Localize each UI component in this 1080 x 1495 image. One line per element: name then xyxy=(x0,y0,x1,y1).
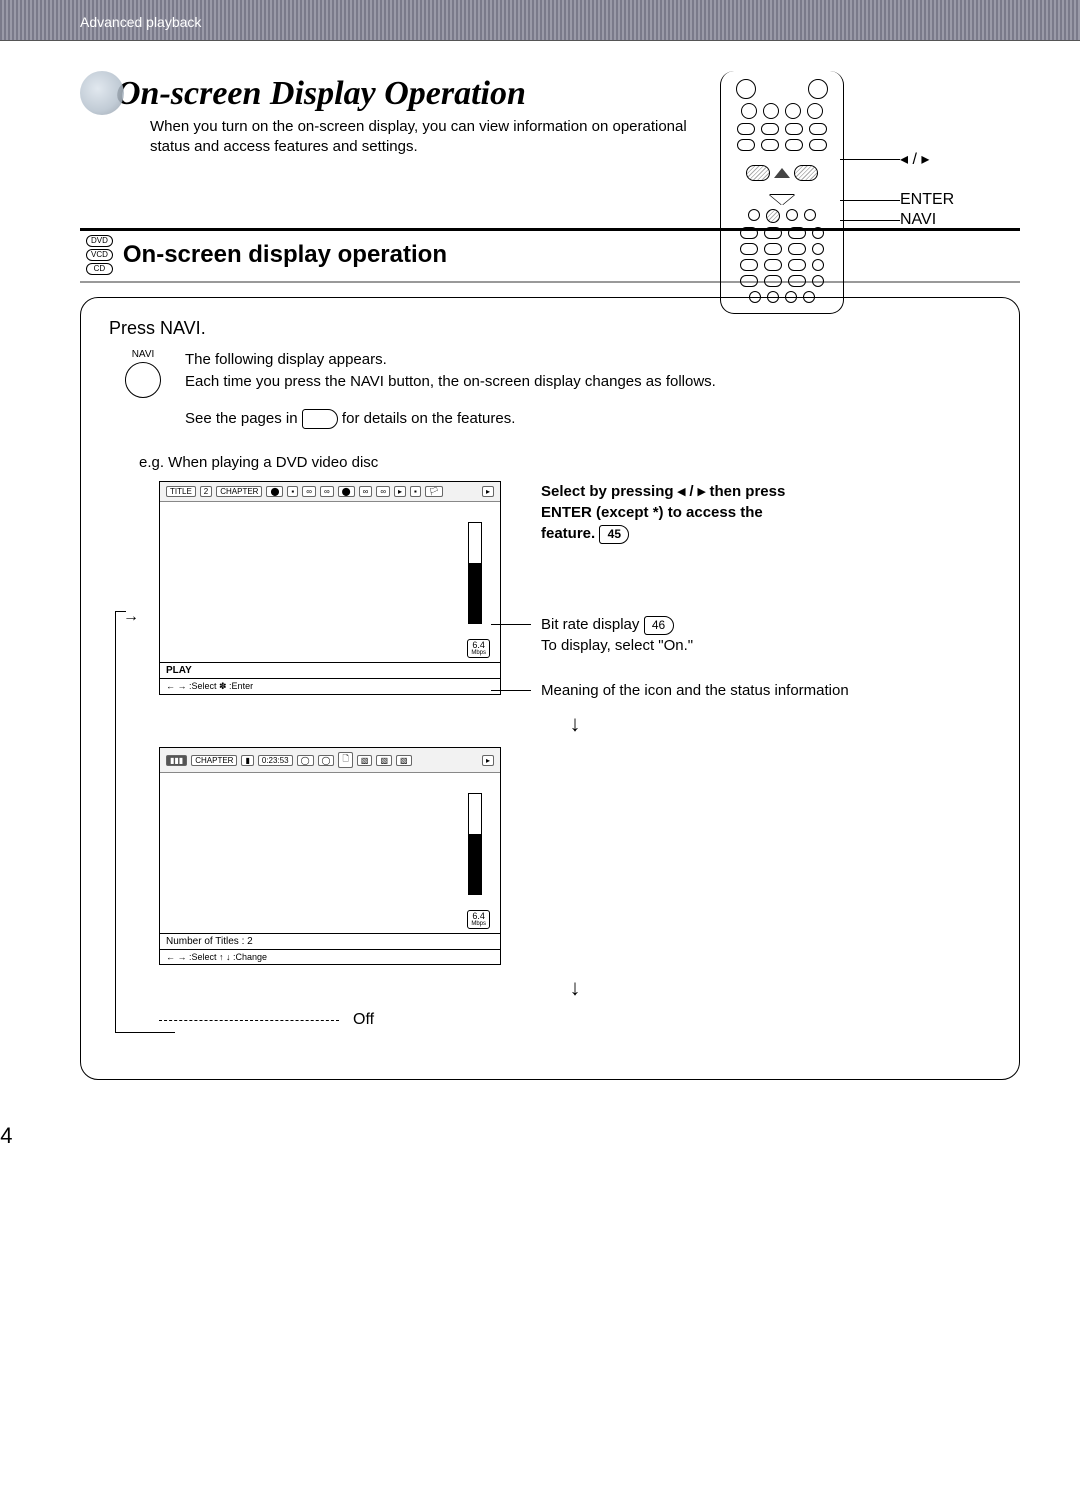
disc-badge: CD xyxy=(86,263,113,275)
desc-line: Each time you press the NAVI button, the… xyxy=(185,371,716,394)
flow-arrow-icon: ↓ xyxy=(159,975,991,1001)
bitrate-bar-icon xyxy=(468,793,482,895)
disc-badge: VCD xyxy=(86,249,113,261)
osd-status: PLAY xyxy=(166,665,192,676)
navi-button-icon: NAVI xyxy=(125,349,161,400)
bitrate-value: 6.4Mbps xyxy=(467,639,490,658)
page-subtitle: When you turn on the on-screen display, … xyxy=(150,117,710,158)
off-label: Off xyxy=(353,1011,374,1029)
globe-icon xyxy=(80,71,124,115)
osd-title-tag: TITLE xyxy=(166,486,196,497)
dash-line xyxy=(159,1020,339,1021)
step-instruction: Press NAVI. xyxy=(109,318,991,339)
osd-title-num: 2 xyxy=(200,486,212,497)
callout-navi: NAVI xyxy=(900,211,936,229)
osd-play-icon: ▸ xyxy=(482,486,494,497)
desc-line: The following display appears. xyxy=(185,349,716,372)
annotation-bitrate: Bit rate display 46 To display, select "… xyxy=(541,614,849,656)
navi-button-label: NAVI xyxy=(125,349,161,360)
bitrate-value: 6.4Mbps xyxy=(467,910,490,929)
callout-arrows: ◂ / ▸ xyxy=(900,149,929,169)
osd-screen-1: TITLE 2 CHAPTER ⬤▪∞∞ ⬤∞∞▸▪🏳 ▸ 6.4Mbps PL… xyxy=(159,481,501,695)
page-title: On-screen Display Operation xyxy=(116,75,526,113)
example-label: e.g. When playing a DVD video disc xyxy=(139,454,991,471)
osd-chapter-tag: CHAPTER xyxy=(216,486,262,497)
osd-chapter-tag: CHAPTER xyxy=(191,755,237,766)
callout-enter: ENTER xyxy=(900,191,954,209)
desc-line: See the pages in for details on the feat… xyxy=(185,408,716,431)
annotation-status: Meaning of the icon and the status infor… xyxy=(541,680,849,701)
osd-time: 0:23:53 xyxy=(258,755,293,766)
remote-illustration: ◂ / ▸ ENTER NAVI xyxy=(720,71,1020,314)
content-panel: Press NAVI. NAVI The following display a… xyxy=(80,297,1020,1081)
disc-badge: DVD xyxy=(86,235,113,247)
flow-arrow-icon: ↓ xyxy=(159,711,991,737)
osd-play-icon: ▸ xyxy=(482,755,494,766)
header-band: Advanced playback xyxy=(0,0,1080,41)
annotation-select: Select by pressing ◂ / ▸ then press ENTE… xyxy=(541,481,849,544)
osd-help: ← → :Select ↑ ↓ :Change xyxy=(160,949,500,964)
bitrate-bar-icon xyxy=(468,522,482,624)
section-title: On-screen display operation xyxy=(123,241,447,269)
breadcrumb-label: Advanced playback xyxy=(0,0,1080,30)
osd-screen-2: ▮▮▮ CHAPTER ▮ 0:23:53 ◯◯🗋 ▧▧▧ ▸ 6.4Mbps … xyxy=(159,747,501,965)
osd-help: ← → :Select ✽ :Enter xyxy=(160,678,500,694)
page-number: 44 xyxy=(0,1123,12,1150)
osd-status: Number of Titles : 2 xyxy=(160,933,500,949)
